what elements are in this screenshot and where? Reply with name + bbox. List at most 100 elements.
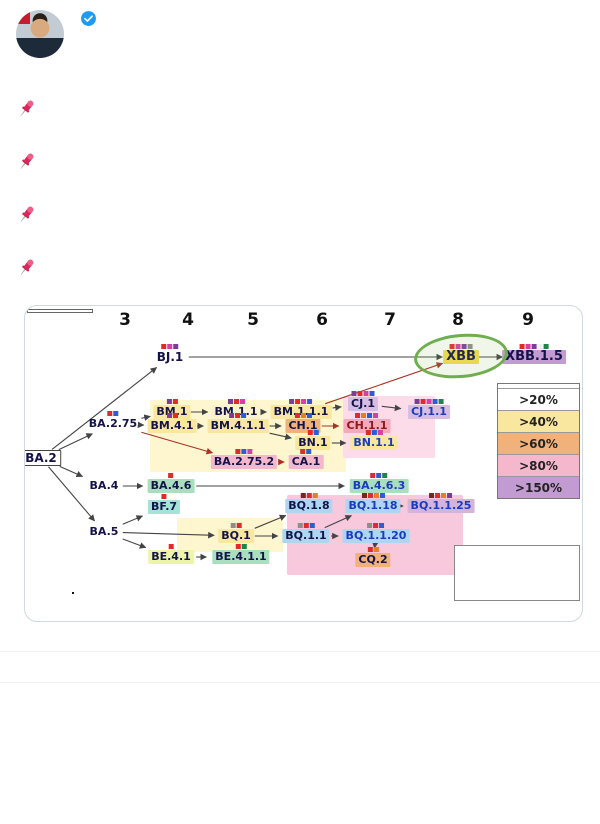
variant-label: BQ.1.8 [288,499,330,512]
legend-row: >150% [498,476,579,498]
mutation-markers [161,494,167,499]
variant-label: BQ.1.1 [285,529,327,542]
mutation-markers [166,399,178,404]
variant-node-bf-7: BF.7 [147,494,181,514]
legend-row: >80% [498,454,579,476]
tweet-bullet [16,199,584,229]
variant-node-ba-4-6: BA.4.6 [147,473,195,493]
mutation-key [72,592,74,594]
mutation-markers [294,413,312,418]
variant-label: BM.4.1.1 [210,419,266,432]
mutation-markers [307,430,319,435]
variant-label: CA.1 [291,455,321,468]
variant-label: XBB.1.5 [505,349,563,364]
variant-node-ba-4-6-3: BA.4.6.3 [349,473,409,493]
mutation-markers [370,473,388,478]
mutation-markers [230,523,242,528]
avatar[interactable] [16,10,64,58]
tweet-body [0,60,600,282]
variant-label: CH.1.1 [346,419,388,432]
mutation-markers [519,344,549,349]
variant-label: BA.2.75.2 [213,455,275,468]
variant-label: BM.1.1 [214,405,258,418]
variant-label: XBB [446,349,476,364]
pushpin-icon [20,206,34,222]
tweet-stats [0,652,600,682]
variant-label: BF.7 [150,500,178,513]
mutation-markers [289,399,313,404]
variant-label: BM.1.1.1 [273,405,329,418]
mutation-count-column-9: 9 [522,310,534,330]
variant-label: BN.1 [298,436,328,449]
variant-label: CQ.2 [358,553,388,566]
mutation-markers [297,523,315,528]
variant-node-bm-1-1: BM.1.1 [211,399,261,419]
mutation-markers [429,493,453,498]
tweet-image[interactable]: >20% >40% >60% >80% >150% BJ.1 XBB XBB.1.5 BM.1… [24,305,583,622]
variant-label: BM.4.1 [150,419,194,432]
divider [0,682,600,683]
variant-node-bn-1: BN.1 [295,430,331,450]
variant-node-bq-1: BQ.1 [218,523,254,543]
tweet-header [0,0,600,60]
mutation-markers [300,493,318,498]
mutation-markers [107,411,119,416]
mutation-markers [161,344,179,349]
variant-node-bq-1-1-25: BQ.1.1.25 [407,493,475,513]
variant-label: CH.1 [288,419,318,432]
variant-node-bm-1-1-1: BM.1.1.1 [270,399,332,419]
diagram-note [454,545,580,601]
mutation-count-column-6: 6 [316,310,328,330]
variant-node-be-4-1: BE.4.1 [148,544,194,564]
variant-node-bm-4-1-1: BM.4.1.1 [207,413,269,433]
variant-mutation-diagram: >20% >40% >60% >80% >150% BJ.1 XBB XBB.1.5 BM.1… [25,306,582,621]
variant-label: BN.1.1 [353,436,395,449]
variant-label: BQ.1.1.25 [410,499,472,512]
pushpin-icon [20,259,34,275]
mutation-markers [166,413,178,418]
legend-row: >20% [498,388,579,410]
mutation-markers [449,344,473,349]
mutation-count-column-5: 5 [247,310,259,330]
pushpin-icon [20,153,34,169]
variant-label: BA.4.6.3 [352,479,406,492]
variant-node-cj-1: CJ.1 [348,391,378,411]
mutation-markers [229,413,247,418]
mutation-markers [355,413,379,418]
variant-node-ba-2: BA.2 [25,450,61,466]
tweet-timestamp [0,622,600,651]
variant-node-bm-1: BM.1 [153,399,191,419]
mutation-markers [365,430,383,435]
mutation-markers [300,449,312,454]
variant-node-bn-1-1: BN.1.1 [350,430,398,450]
variant-node-ch-1-1: CH.1.1 [343,413,391,433]
variant-label: BA.2.75 [88,417,138,430]
mutation-markers [351,391,375,396]
variant-node-bq-1-18: BQ.1.18 [345,493,401,513]
variant-label: BA.5 [89,525,119,538]
variant-node-ba-4: BA.4 [87,479,122,493]
tweet-bullet [16,146,584,176]
variant-node-ch-1: CH.1 [285,413,321,433]
variant-label: BA.4 [89,479,119,492]
variant-node-bq-1-8: BQ.1.8 [285,493,333,513]
variant-node-ca-1: CA.1 [288,449,324,469]
variant-label: CJ.1.1 [411,405,447,418]
legend-row: >40% [498,410,579,432]
mutation-axis-label [27,309,93,313]
variant-node-ba-5: BA.5 [87,525,122,539]
mutation-markers [235,544,247,549]
mutation-count-column-3: 3 [119,310,131,330]
divider [0,651,600,652]
mutation-count-column-7: 7 [384,310,396,330]
variant-label: BQ.1 [221,529,251,542]
mutation-count-column-4: 4 [182,310,194,330]
mutation-markers [361,493,385,498]
growth-legend: >20% >40% >60% >80% >150% [497,383,580,499]
variant-node-cj-1-1: CJ.1.1 [408,399,450,419]
mutation-markers [168,544,174,549]
xbb-highlight-circle [412,329,510,383]
legend-row: >60% [498,432,579,454]
variant-label: BE.4.1.1 [215,550,267,563]
variant-label: BE.4.1 [151,550,191,563]
